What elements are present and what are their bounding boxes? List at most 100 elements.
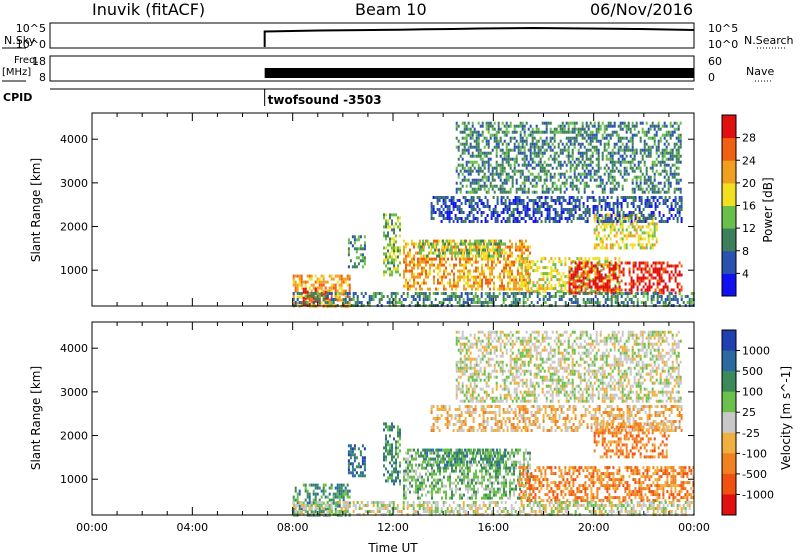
heatmap-cell: [516, 202, 519, 205]
heatmap-cell: [405, 472, 407, 476]
heatmap-cell: [631, 225, 634, 229]
heatmap-cell: [468, 248, 471, 252]
heatmap-cell: [629, 130, 632, 134]
heatmap-cell: [632, 301, 635, 304]
heatmap-cell: [653, 175, 656, 179]
heatmap-cell: [558, 290, 561, 294]
heatmap-cell: [403, 272, 405, 276]
heatmap-cell: [541, 187, 544, 191]
heatmap-cell: [422, 292, 425, 295]
heatmap-cell: [493, 178, 496, 182]
heatmap-cell: [451, 254, 453, 258]
heatmap-cell: [666, 261, 669, 265]
heatmap-cell: [411, 269, 413, 273]
heatmap-cell: [505, 130, 508, 134]
heatmap-cell: [544, 295, 547, 298]
heatmap-cell: [609, 151, 612, 155]
heatmap-cell: [393, 228, 395, 232]
heatmap-cell: [484, 301, 487, 304]
heatmap-cell: [612, 267, 615, 271]
heatmap-cell: [640, 196, 643, 199]
heatmap-cell: [409, 448, 411, 452]
heatmap-cell: [441, 239, 443, 243]
beam-title: Beam 10: [355, 0, 427, 19]
heatmap-cell: [604, 220, 607, 223]
heatmap-cell: [617, 124, 620, 128]
heatmap-cell: [572, 291, 575, 295]
heatmap-cell: [502, 295, 505, 298]
heatmap-cell: [449, 272, 451, 276]
heatmap-cell: [459, 278, 461, 282]
heatmap-cell: [580, 290, 583, 294]
heatmap-cell: [560, 298, 563, 301]
heatmap-cell: [535, 151, 538, 155]
heatmap-cell: [627, 124, 630, 128]
heatmap-cell: [609, 231, 612, 235]
heatmap-cell: [413, 272, 415, 276]
heatmap-cell: [672, 298, 675, 301]
heatmap-cell: [431, 257, 433, 261]
heatmap-cell: [314, 298, 317, 301]
heatmap-cell: [505, 121, 508, 125]
heatmap-cell: [656, 295, 659, 298]
heatmap-cell: [585, 157, 588, 161]
heatmap-cell: [668, 273, 671, 277]
heatmap-cell: [397, 255, 399, 259]
heatmap-cell: [604, 273, 607, 277]
heatmap-cell: [497, 260, 499, 264]
heatmap-cell: [582, 298, 585, 301]
heatmap-cell: [625, 172, 628, 176]
heatmap-cell: [595, 169, 598, 173]
heatmap-cell: [312, 498, 315, 502]
heatmap-cell: [425, 457, 427, 461]
heatmap-cell: [599, 237, 602, 241]
heatmap-cell: [595, 225, 598, 229]
heatmap-cell: [324, 507, 327, 511]
heatmap-cell: [471, 187, 474, 191]
heatmap-cell: [469, 278, 471, 282]
heatmap-cell: [544, 257, 547, 261]
heatmap-cell: [665, 139, 668, 143]
heatmap-cell: [597, 121, 600, 125]
heatmap-cell: [294, 289, 297, 293]
heatmap-cell: [527, 272, 529, 276]
heatmap-cell: [571, 178, 574, 182]
heatmap-cell: [604, 214, 607, 217]
heatmap-cell: [403, 490, 405, 494]
heatmap-cell: [543, 181, 546, 185]
heatmap-cell: [298, 277, 301, 281]
heatmap-cell: [397, 431, 399, 435]
heatmap-cell: [628, 282, 631, 286]
heatmap-cell: [446, 214, 449, 217]
heatmap-cell: [465, 133, 468, 137]
heatmap-cell: [509, 166, 512, 170]
heatmap-cell: [619, 160, 622, 164]
heatmap-cell: [475, 181, 478, 185]
heatmap-cell: [633, 133, 636, 137]
heatmap-cell: [544, 202, 547, 205]
heatmap-cell: [471, 169, 474, 173]
heatmap-cell: [349, 450, 352, 454]
heatmap-cell: [671, 130, 674, 134]
heatmap-cell: [648, 270, 651, 274]
heatmap-cell: [591, 151, 594, 155]
heatmap-cell: [466, 199, 469, 202]
heatmap-cell: [340, 277, 343, 281]
heatmap-cell: [460, 295, 463, 298]
heatmap-cell: [661, 154, 664, 158]
heatmap-cell: [465, 263, 467, 267]
heatmap-cell: [478, 248, 481, 252]
heatmap-cell: [407, 463, 409, 467]
heatmap-cell: [449, 284, 451, 288]
heatmap-cell: [595, 213, 598, 217]
heatmap-cell: [446, 248, 449, 252]
heatmap-cell: [636, 273, 639, 277]
heatmap-cell: [643, 181, 646, 185]
heatmap-cell: [462, 196, 465, 199]
heatmap-cell: [608, 205, 611, 208]
heatmap-cell: [513, 166, 516, 170]
heatmap-cell: [427, 275, 429, 279]
heatmap-cell: [383, 464, 385, 468]
heatmap-cell: [630, 279, 633, 283]
heatmap-cell: [419, 287, 421, 291]
